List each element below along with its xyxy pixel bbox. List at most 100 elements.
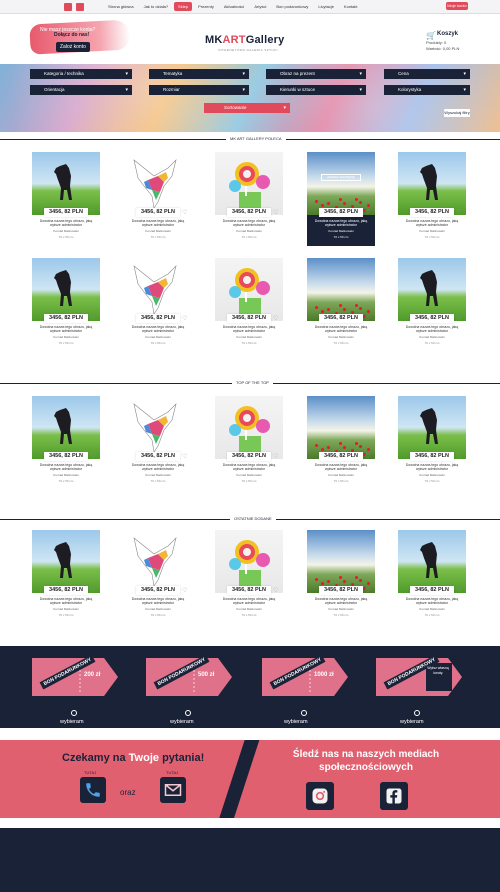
product-card[interactable]: 3456, 82 PLN ♡ Dowolna nazwa tego obrazu, … — [398, 530, 466, 624]
product-card[interactable]: 3456, 82 PLN ♡ Dowolna nazwa tego obrazu, … — [32, 530, 100, 624]
heart-icon[interactable]: ♡ — [456, 210, 462, 216]
nav-item-how-it-works[interactable]: Jak to działa? — [143, 4, 169, 9]
nav-item-gifts[interactable]: Prezenty — [198, 4, 214, 9]
product-image-horse[interactable] — [32, 152, 100, 215]
heart-icon[interactable]: ♡ — [182, 588, 188, 594]
nav-item-auctions[interactable]: Licytacje — [318, 4, 334, 9]
product-image-candy[interactable] — [215, 396, 283, 459]
product-card[interactable]: 3456, 82 PLN ♡ Dowolna nazwa tego obrazu, … — [307, 396, 375, 490]
product-card[interactable]: 3456, 82 PLN ♡ Dowolna nazwa tego obrazu, … — [307, 530, 375, 624]
email-icon[interactable] — [160, 777, 186, 803]
product-author[interactable]: Konrad Malinowski — [328, 335, 354, 339]
product-card[interactable]: 3456, 82 PLN ♡ Dowolna nazwa tego obrazu, … — [124, 258, 192, 352]
product-author[interactable]: Konrad Malinowski — [53, 607, 79, 611]
nav-item-news[interactable]: Aktualności — [223, 4, 245, 9]
nav-item-shop[interactable]: Sklep — [174, 2, 193, 11]
heart-icon[interactable]: ♡ — [182, 316, 188, 322]
product-image-candy[interactable] — [215, 530, 283, 593]
product-image-horse[interactable] — [32, 258, 100, 321]
filter-orientation[interactable]: Orientacja — [30, 85, 132, 95]
product-author[interactable]: Konrad Malinowski — [328, 473, 354, 477]
filter-category[interactable]: Kategoria / technika — [30, 69, 132, 79]
product-author[interactable]: Konrad Malinowski — [236, 473, 262, 477]
heart-icon[interactable]: ♡ — [365, 588, 371, 594]
product-image-bird[interactable] — [124, 258, 192, 321]
product-image-horse[interactable] — [32, 530, 100, 593]
product-title[interactable]: Dowolna nazwa tego obrazu, jaką wpisze a… — [222, 325, 276, 333]
product-title[interactable]: Dowolna nazwa tego obrazu, jaką wpisze a… — [405, 219, 459, 227]
heart-icon[interactable]: ♡ — [90, 316, 96, 322]
product-title[interactable]: Dowolna nazwa tego obrazu, jaką wpisze a… — [222, 463, 276, 471]
product-title[interactable]: Dowolna nazwa tego obrazu, jaką wpisze a… — [131, 219, 185, 227]
product-card[interactable]: 3456, 82 PLN ♡ Dowolna nazwa tego obrazu, … — [32, 152, 100, 246]
heart-icon[interactable]: ♡ — [273, 316, 279, 322]
filter-theme[interactable]: Tematyka — [149, 69, 249, 79]
product-author[interactable]: Konrad Malinowski — [419, 607, 445, 611]
my-account-button[interactable]: Moje konto — [446, 2, 468, 10]
product-author[interactable]: Konrad Malinowski — [419, 473, 445, 477]
view-details-button[interactable]: zobacz szczegóły — [321, 174, 361, 181]
product-title[interactable]: Dowolna nazwa tego obrazu, jaką wpisze a… — [314, 597, 368, 605]
heart-icon[interactable]: ♡ — [90, 588, 96, 594]
product-image-horse[interactable] — [398, 258, 466, 321]
instagram-icon[interactable] — [64, 3, 72, 11]
product-title[interactable]: Dowolna nazwa tego obrazu, jaką wpisze a… — [39, 463, 93, 471]
product-image-poppies[interactable] — [307, 152, 375, 215]
product-card[interactable]: 3456, 82 PLN ♡ Dowolna nazwa tego obrazu, … — [124, 396, 192, 490]
product-image-bird[interactable] — [124, 396, 192, 459]
product-card[interactable]: zobacz szczegóły 3456, 82 PLN ♡ Dowolna naz… — [307, 152, 375, 246]
product-author[interactable]: Konrad Malinowski — [328, 607, 354, 611]
product-author[interactable]: Konrad Malinowski — [53, 335, 79, 339]
instagram-icon[interactable] — [306, 782, 334, 810]
product-card[interactable]: 3456, 82 PLN ♡ Dowolna nazwa tego obrazu, … — [398, 258, 466, 352]
product-title[interactable]: Dowolna nazwa tego obrazu, jaką wpisze a… — [131, 325, 185, 333]
product-image-horse[interactable] — [32, 396, 100, 459]
heart-icon[interactable]: ♡ — [273, 588, 279, 594]
product-title[interactable]: Dowolna nazwa tego obrazu, jaką wpisze a… — [222, 219, 276, 227]
filter-size[interactable]: Rozmiar — [149, 85, 249, 95]
product-author[interactable]: Konrad Malinowski — [236, 229, 262, 233]
voucher-radio-1000[interactable] — [301, 710, 307, 716]
filter-colors[interactable]: Kolorystyka — [384, 85, 470, 95]
product-image-poppies[interactable] — [307, 530, 375, 593]
heart-icon[interactable]: ♡ — [365, 454, 371, 460]
product-author[interactable]: Konrad Malinowski — [145, 229, 171, 233]
product-author[interactable]: Konrad Malinowski — [53, 229, 79, 233]
product-card[interactable]: 3456, 82 PLN ♡ Dowolna nazwa tego obrazu, … — [32, 396, 100, 490]
product-card[interactable]: 3456, 82 PLN ♡ Dowolna nazwa tego obrazu, … — [215, 530, 283, 624]
sort-select[interactable]: Sortowanie — [204, 103, 290, 113]
product-image-bird[interactable] — [124, 530, 192, 593]
heart-icon[interactable]: ♡ — [273, 454, 279, 460]
product-image-poppies[interactable] — [307, 258, 375, 321]
product-title[interactable]: Dowolna nazwa tego obrazu, jaką wpisze a… — [314, 325, 368, 333]
product-author[interactable]: Konrad Malinowski — [53, 473, 79, 477]
product-title[interactable]: Dowolna nazwa tego obrazu, jaką wpisze a… — [131, 597, 185, 605]
voucher-1000[interactable]: BON PODARUNKOWY 1000 zł — [262, 654, 348, 696]
product-image-bird[interactable] — [124, 152, 192, 215]
product-card[interactable]: 3456, 82 PLN ♡ Dowolna nazwa tego obrazu, … — [215, 396, 283, 490]
product-card[interactable]: 3456, 82 PLN ♡ Dowolna nazwa tego obrazu, … — [215, 258, 283, 352]
product-author[interactable]: Konrad Malinowski — [328, 229, 354, 233]
product-author[interactable]: Konrad Malinowski — [419, 335, 445, 339]
product-author[interactable]: Konrad Malinowski — [419, 229, 445, 233]
product-image-horse[interactable] — [398, 152, 466, 215]
product-image-horse[interactable] — [398, 530, 466, 593]
product-author[interactable]: Konrad Malinowski — [145, 607, 171, 611]
logo[interactable]: MKARTGallery — [205, 34, 284, 46]
product-author[interactable]: Konrad Malinowski — [236, 607, 262, 611]
product-title[interactable]: Dowolna nazwa tego obrazu, jaką wpisze a… — [314, 463, 368, 471]
voucher-custom[interactable]: BON PODARUNKOWY Wpisz własną kwotę — [376, 654, 462, 696]
product-title[interactable]: Dowolna nazwa tego obrazu, jaką wpisze a… — [39, 325, 93, 333]
filter-art-direction[interactable]: Kierunki w sztuce — [266, 85, 366, 95]
heart-icon[interactable]: ♡ — [456, 588, 462, 594]
product-author[interactable]: Konrad Malinowski — [236, 335, 262, 339]
phone-icon[interactable] — [80, 777, 106, 803]
product-card[interactable]: 3456, 82 PLN ♡ Dowolna nazwa tego obrazu, … — [215, 152, 283, 246]
heart-icon[interactable]: ♡ — [456, 316, 462, 322]
facebook-icon[interactable] — [380, 782, 408, 810]
product-image-candy[interactable] — [215, 258, 283, 321]
product-title[interactable]: Dowolna nazwa tego obrazu, jaką wpisze a… — [39, 219, 93, 227]
product-image-poppies[interactable] — [307, 396, 375, 459]
heart-icon[interactable]: ♡ — [365, 210, 371, 216]
voucher-custom-amount[interactable]: Wpisz własną kwotę — [427, 666, 449, 675]
